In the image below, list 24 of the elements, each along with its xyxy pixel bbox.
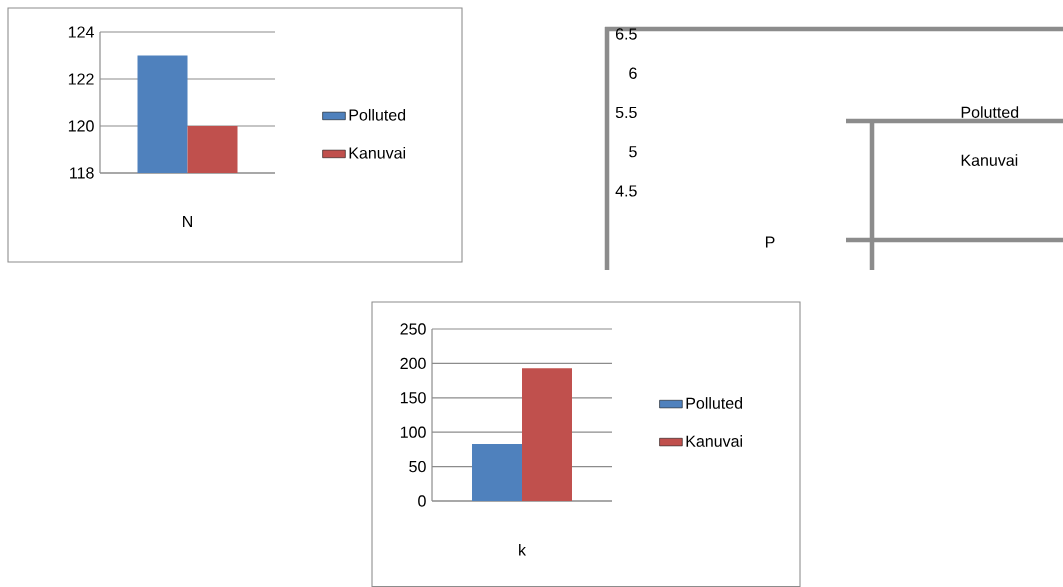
y-tick-label: 6.5 (615, 28, 637, 40)
legend-label: Kanuvai (686, 435, 742, 447)
y-tick-label: 200 (400, 357, 426, 370)
y-tick-label: 120 (68, 120, 94, 132)
y-tick-label: 0 (418, 495, 426, 507)
x-tick-label: P (765, 236, 775, 248)
y-tick-label: 4.5 (615, 185, 637, 197)
y-tick-label: 100 (400, 426, 426, 438)
x-tick-label: N (183, 215, 192, 227)
y-tick-label: 124 (68, 26, 94, 38)
y-tick-label: 50 (409, 460, 426, 473)
legend-label: Polluted (349, 108, 406, 121)
text: Polutted (961, 106, 1019, 118)
x-tick-label: k (519, 543, 527, 556)
y-tick-label: 5.5 (615, 106, 637, 119)
y-tick-label: 122 (68, 73, 94, 85)
y-tick-label: 6 (629, 67, 637, 79)
text: Kanuvai (961, 154, 1018, 166)
y-tick-label: 5 (629, 146, 637, 158)
y-tick-label: 150 (400, 392, 426, 404)
legend-label: Kanuvai (349, 146, 406, 159)
y-tick-label: 118 (70, 167, 94, 179)
legend-label: Polluted (686, 397, 743, 409)
y-tick-label: 250 (400, 323, 426, 335)
